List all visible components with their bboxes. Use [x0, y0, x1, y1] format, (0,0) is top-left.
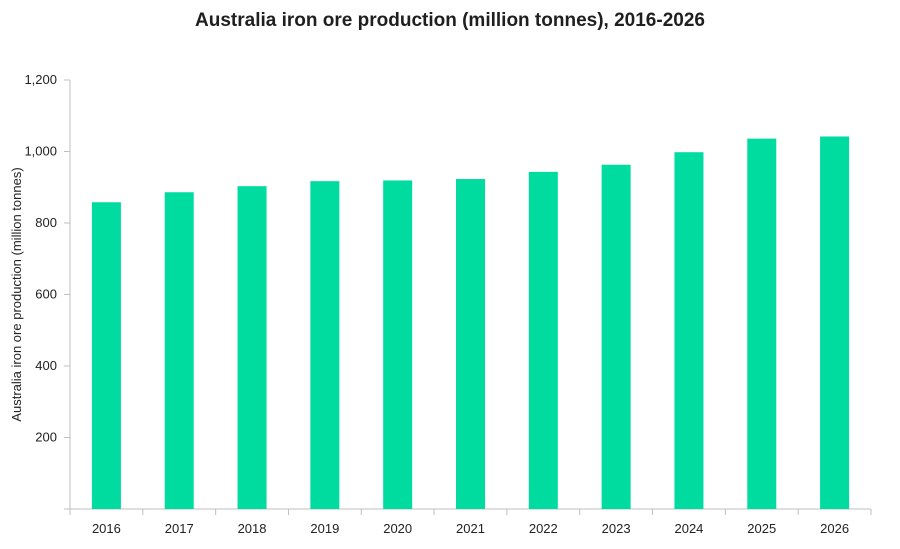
- x-tick-label: 2017: [165, 521, 194, 536]
- y-tick-label: 800: [35, 215, 57, 230]
- x-axis: 2016 2017 2018 2019 2020 2021 2022 2023 2024 2025…: [69, 508, 872, 536]
- y-tick-label: 600: [35, 287, 57, 302]
- bar-2019: [310, 181, 340, 510]
- bar-2016: [91, 202, 121, 509]
- y-axis-label: Australia iron ore production (million t…: [9, 167, 24, 421]
- chart-title: Australia iron ore production (million t…: [195, 10, 705, 31]
- bar-2021: [456, 179, 485, 509]
- x-tick-label: 2024: [674, 521, 703, 536]
- y-tick-label: 400: [35, 358, 57, 373]
- y-axis: 200 400 600 800 1,000 1,200: [24, 72, 71, 510]
- bar-2025: [747, 138, 777, 509]
- bar-2018: [237, 186, 267, 510]
- x-tick-label: 2026: [820, 521, 849, 536]
- x-tick-label: 2025: [747, 521, 776, 536]
- x-tick-label: 2021: [456, 521, 485, 536]
- bars: [91, 136, 850, 510]
- bar-2024: [674, 152, 704, 509]
- bar-2023: [601, 164, 631, 510]
- y-tick-label: 200: [35, 430, 57, 445]
- x-tick-label: 2018: [238, 521, 267, 536]
- x-tick-label: 2023: [602, 521, 631, 536]
- x-tick-label: 2022: [529, 521, 558, 536]
- x-tick-label: 2020: [383, 521, 412, 536]
- bar-2017: [164, 192, 194, 509]
- y-tick-label: 1,000: [24, 144, 57, 159]
- bar-2022: [528, 171, 558, 509]
- x-tick-label: 2016: [92, 521, 121, 536]
- y-tick-label: 1,200: [24, 72, 57, 87]
- bar-2026: [820, 136, 850, 510]
- bar-2020: [383, 180, 413, 509]
- x-tick-label: 2019: [310, 521, 339, 536]
